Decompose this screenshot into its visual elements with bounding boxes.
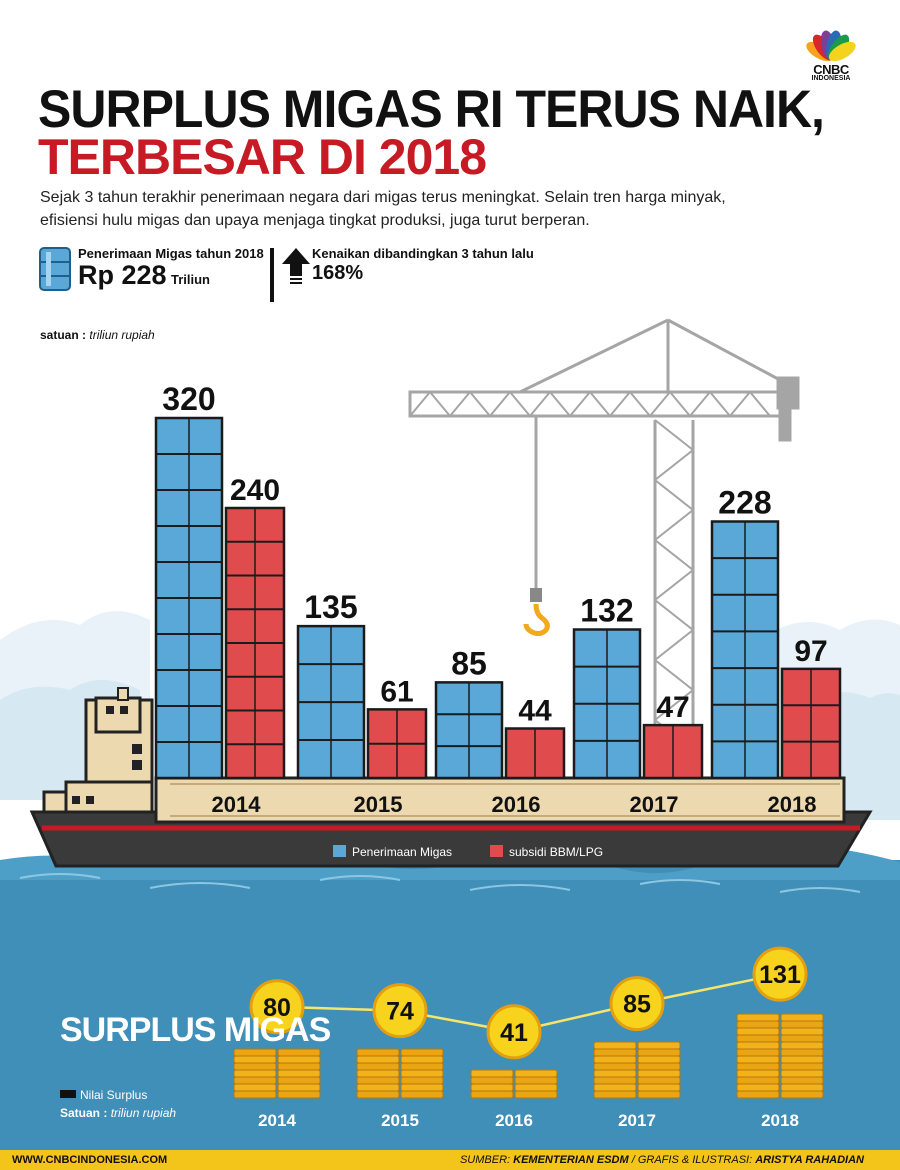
page-title-line1: SURPLUS MIGAS RI TERUS NAIK, [38,79,825,139]
bar-receipt-2018 [710,520,780,780]
arrow-up-icon [282,248,310,284]
deck-lines [170,783,840,817]
surplus-badge-2016: 41 [486,1004,542,1060]
kpi-rise-label: Kenaikan dibandingkan 3 tahun lalu [312,246,534,261]
label-receipt-2014: 320 [162,381,215,417]
footer-credit: ARISTYA RAHADIAN [755,1154,864,1166]
coin-stack-2014 [233,1048,321,1099]
footer-separator: / [631,1154,635,1166]
year-2016: 2016 [492,792,541,817]
surplus-year-2016: 2016 [495,1111,533,1130]
surplus-value-2018: 131 [759,961,801,989]
coin-stack-2017 [593,1041,681,1099]
container-bars [154,416,842,780]
bar-subsidy-2017 [642,723,704,780]
coin-stacks [233,1013,824,1099]
footer-bar [0,1150,900,1170]
coin-stack-2015 [356,1048,444,1099]
coin-stack-2016 [470,1069,558,1099]
label-subsidy-2018: 97 [794,635,827,668]
surplus-badge-2017: 85 [609,976,665,1032]
kpi-receipt-value: Rp 228 [78,260,167,290]
label-subsidy-2015: 61 [380,675,413,708]
bar-receipt-2015 [296,624,366,780]
surplus-legend-label: Nilai Surplus [80,1088,148,1102]
brand-name: CNBC [813,62,849,77]
surplus-value-2016: 41 [500,1019,528,1047]
surplus-unit-value: triliun rupiah [110,1106,177,1120]
footer-source-label: SUMBER: [459,1154,511,1166]
footer-credits: SUMBER: KEMENTERIAN ESDM / GRAFIS & ILUS… [460,1154,864,1166]
label-receipt-2016: 85 [451,645,487,681]
crane-lattice [653,419,695,781]
surplus-value-badges: 80 74 41 85 131 [249,946,808,1060]
legend-swatch-surplus [60,1090,76,1098]
year-2018: 2018 [768,792,817,817]
bar-subsidy-2015 [366,708,428,780]
surplus-value-2015: 74 [386,998,414,1026]
footer-credit-label: GRAFIS & ILUSTRASI: [637,1154,753,1166]
year-2017: 2017 [630,792,679,817]
kpi-receipt: Rp 228 Triliun [78,260,210,291]
cnbc-peacock-icon [806,30,856,62]
label-subsidy-2016: 44 [518,695,552,728]
kpi-rise-value: 168% [312,262,364,284]
kpi-divider [270,248,274,302]
surplus-year-2014: 2014 [258,1111,296,1130]
intro-text: Sejak 3 tahun terakhir penerimaan negara… [40,189,726,229]
legend-swatch-subsidy [490,845,503,857]
surplus-unit: Satuan : triliun rupiah [60,1106,176,1120]
surplus-title: SURPLUS MIGAS [60,1011,331,1049]
label-receipt-2017: 132 [580,593,633,629]
crane-hook [523,588,550,637]
unit-label: satuan : [40,328,87,342]
surplus-badge-2018: 131 [752,946,808,1002]
label-receipt-2015: 135 [304,589,357,625]
legend-label-subsidy: subsidi BBM/LPG [509,845,603,859]
surplus-year-2018: 2018 [761,1111,799,1130]
surplus-badge-2014: 80 [249,979,305,1035]
bar-subsidy-2016 [504,727,566,780]
label-receipt-2018: 228 [718,485,771,521]
unit-note: satuan : triliun rupiah [40,328,155,342]
surplus-value-2017: 85 [623,991,651,1019]
surplus-badge-2015: 74 [372,983,428,1039]
surplus-year-labels: 2014 2015 2016 2017 2018 [258,1111,799,1130]
waves [19,873,861,893]
ship [29,687,873,868]
crane [408,318,800,800]
bar-subsidy-2014 [224,506,286,780]
bar-receipt-2014 [154,416,224,780]
oil-barrel-icon [39,247,71,291]
coin-stack-2018 [736,1013,824,1099]
page-title-line2: TERBESAR DI 2018 [38,129,487,185]
brand-sub: INDONESIA [811,75,851,82]
kpi-receipt-unit: Triliun [171,272,210,287]
bar-receipt-2016 [434,681,504,780]
bar-subsidy-2018 [780,667,842,780]
year-2014: 2014 [212,792,262,817]
surplus-year-2017: 2017 [618,1111,656,1130]
label-subsidy-2014: 240 [230,474,280,507]
label-subsidy-2017: 47 [656,691,689,724]
bar-receipt-2017 [572,628,642,780]
bar-value-labels: 320 240 135 61 85 44 132 47 228 97 [162,381,827,728]
footer-website[interactable]: WWW.CNBCINDONESIA.COM [12,1154,168,1166]
legend-swatch-receipt [333,845,346,857]
unit-value: triliun rupiah [89,328,155,342]
sea [0,860,900,1150]
year-2015: 2015 [354,792,403,817]
surplus-unit-label: Satuan : [60,1106,108,1120]
ship-year-labels: 2014 2015 2016 2017 2018 [212,792,817,817]
kpi-receipt-label: Penerimaan Migas tahun 2018 [78,246,264,261]
surplus-year-2015: 2015 [381,1111,419,1130]
surplus-value-2014: 80 [263,994,291,1022]
footer-source: KEMENTERIAN ESDM [513,1154,629,1166]
chart-legend: Penerimaan Migas subsidi BBM/LPG [333,845,603,859]
legend-label-receipt: Penerimaan Migas [352,845,452,859]
